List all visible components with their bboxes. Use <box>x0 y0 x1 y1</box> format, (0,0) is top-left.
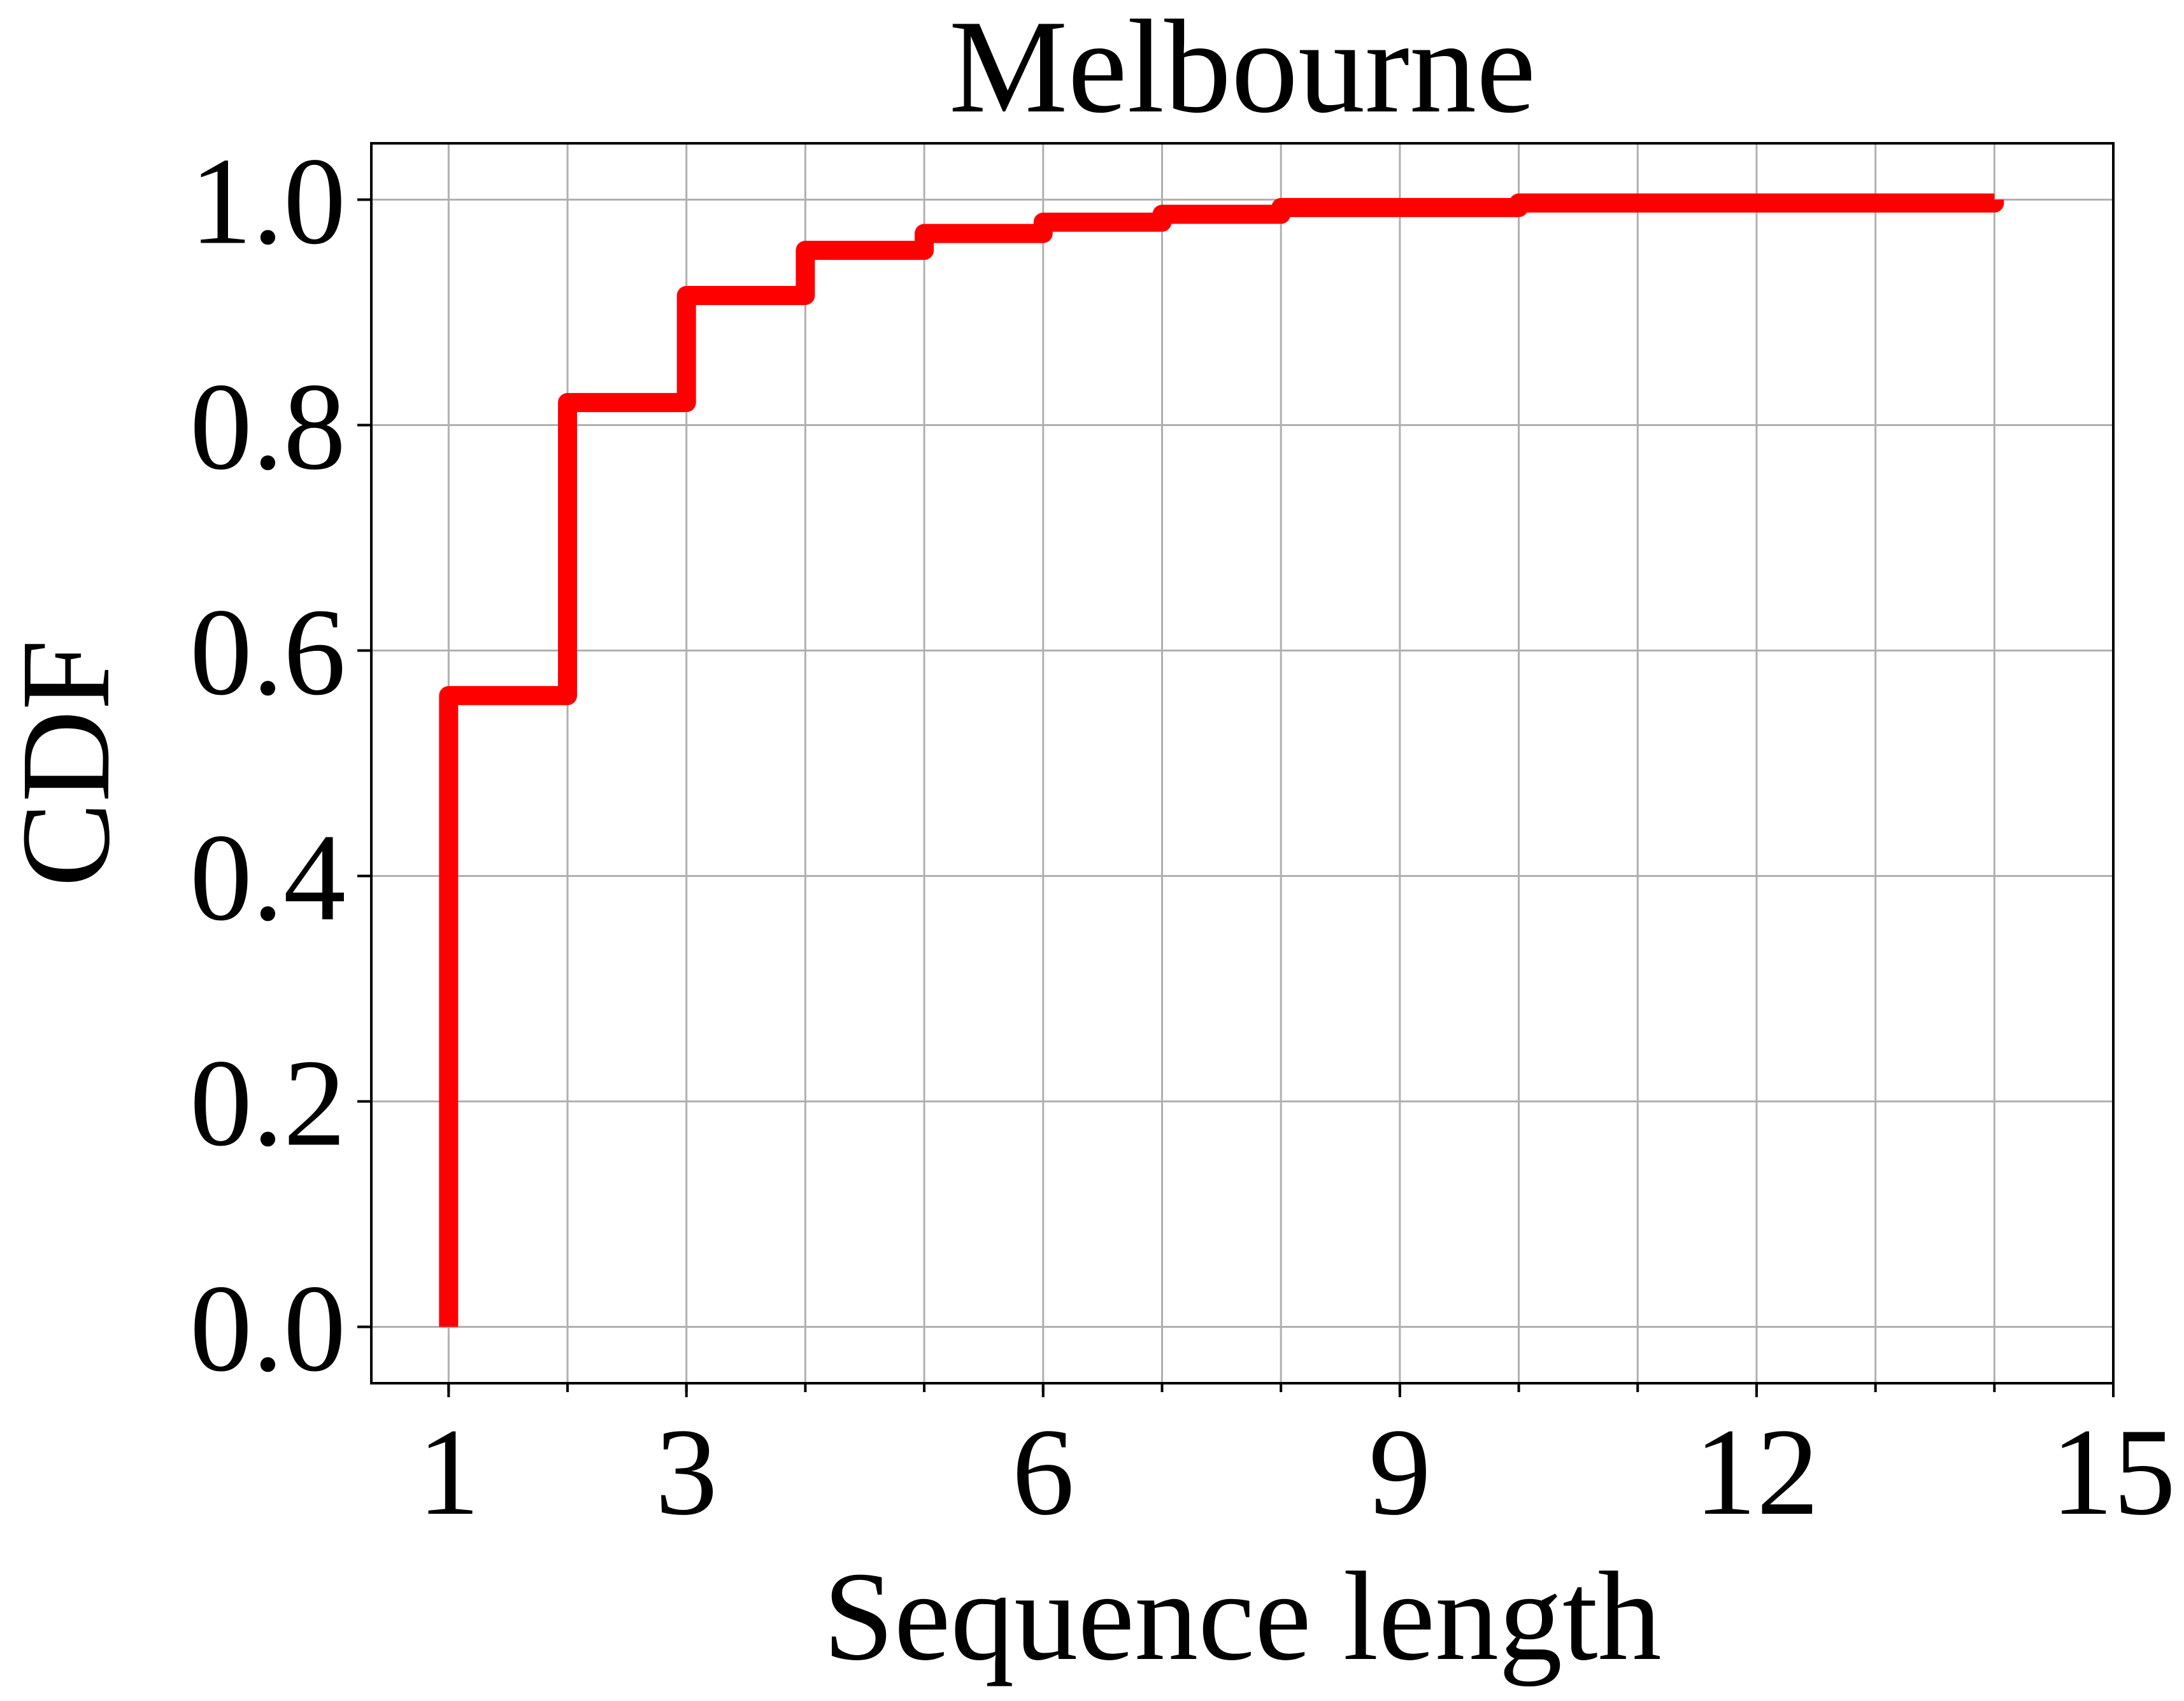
y-tick-label: 0.2 <box>190 1034 346 1172</box>
ticks: 0.0 0.2 0.4 0.6 0.8 1.0 1 3 6 9 12 15 <box>190 132 2176 1542</box>
y-tick-label: 0.0 <box>190 1260 346 1398</box>
x-tick-label: 15 <box>2051 1403 2176 1541</box>
x-axis-label: Sequence length <box>823 1546 1661 1687</box>
x-tick-label: 1 <box>417 1403 480 1541</box>
series-layer <box>439 193 2004 1327</box>
chart-title: Melbourne <box>949 0 1536 141</box>
y-tick-label: 0.4 <box>190 809 346 947</box>
x-tick-label: 9 <box>1369 1403 1431 1541</box>
x-tick-label: 3 <box>655 1403 718 1541</box>
y-tick-label: 0.6 <box>190 583 346 722</box>
plot-frame <box>370 142 2115 1384</box>
x-tick-label: 12 <box>1694 1403 1819 1541</box>
x-tick-label: 6 <box>1012 1403 1074 1541</box>
y-tick-label: 0.8 <box>190 358 346 496</box>
y-tick-label: 1.0 <box>190 132 346 271</box>
grid <box>371 143 2115 1383</box>
y-axis-label: CDF <box>0 639 136 887</box>
cdf-series-line <box>439 193 2004 1327</box>
